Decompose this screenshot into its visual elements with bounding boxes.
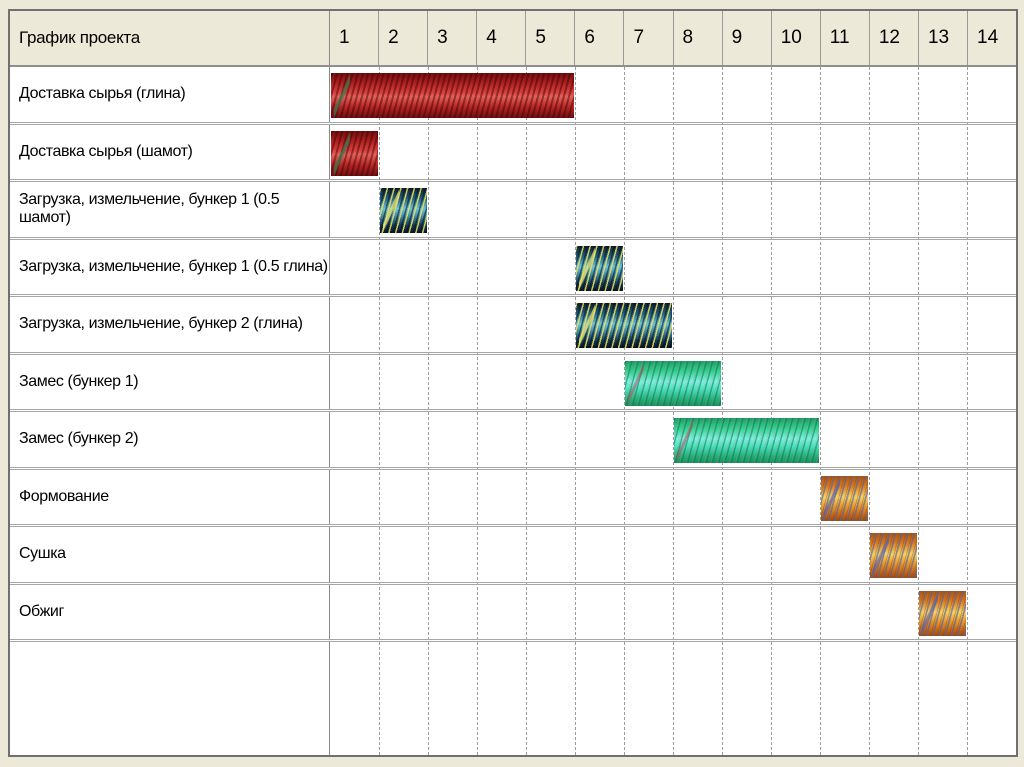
gantt-bar bbox=[331, 73, 574, 118]
task-label: Доставка сырья (шамот) bbox=[10, 124, 330, 179]
task-label: Замес (бункер 2) bbox=[10, 412, 330, 467]
task-label: Загрузка, измельчение, бункер 1 (0.5 шам… bbox=[10, 182, 330, 237]
task-label: Формование bbox=[10, 469, 330, 524]
gantt-bar bbox=[870, 533, 917, 578]
task-label: Обжиг bbox=[10, 584, 330, 639]
task-timeline bbox=[330, 470, 1016, 525]
task-label: Загрузка, измельчение, бункер 2 (глина) bbox=[10, 297, 330, 352]
empty-row bbox=[10, 642, 1016, 755]
task-timeline bbox=[330, 412, 1016, 467]
task-row: Замес (бункер 1) bbox=[10, 354, 1016, 412]
header-columns: 1 2 3 4 5 6 7 8 9 10 11 12 13 14 bbox=[330, 11, 1016, 65]
gantt-rows: Доставка сырья (глина) Доставка сырья (ша… bbox=[10, 67, 1016, 755]
gantt-bar bbox=[576, 245, 623, 291]
task-row: Загрузка, измельчение, бункер 1 (0.5 гли… bbox=[10, 239, 1016, 297]
header-col-8: 8 bbox=[672, 11, 722, 65]
empty-label-cell bbox=[10, 642, 330, 755]
gantt-header-row: График проекта 1 2 3 4 5 6 7 8 9 10 11 12 13 14 bbox=[10, 11, 1016, 67]
header-col-4: 4 bbox=[476, 11, 525, 65]
task-row: Загрузка, измельчение, бункер 1 (0.5 шам… bbox=[10, 182, 1016, 240]
gantt-bar bbox=[331, 130, 378, 176]
task-row: Загрузка, измельчение, бункер 2 (глина) bbox=[10, 297, 1016, 355]
task-label: Сушка bbox=[10, 527, 330, 582]
task-label: Загрузка, измельчение, бункер 1 (0.5 гли… bbox=[10, 239, 330, 294]
gantt-body: Доставка сырья (глина) Доставка сырья (ша… bbox=[10, 67, 1016, 755]
task-row: Сушка bbox=[10, 527, 1016, 585]
header-col-9: 9 bbox=[721, 11, 771, 65]
task-row: Формование bbox=[10, 469, 1016, 527]
gantt-bar bbox=[380, 188, 427, 233]
gantt-bar bbox=[919, 590, 966, 636]
task-row: Доставка сырья (глина) bbox=[10, 67, 1016, 125]
header-col-1: 1 bbox=[339, 27, 350, 48]
header-col-6: 6 bbox=[574, 11, 623, 65]
task-row: Обжиг bbox=[10, 584, 1016, 642]
task-timeline bbox=[330, 240, 1016, 295]
header-col-11: 11 bbox=[819, 11, 869, 65]
task-timeline bbox=[330, 585, 1016, 640]
gantt-bar bbox=[674, 418, 819, 463]
header-col-14: 14 bbox=[967, 11, 1016, 65]
task-label: Доставка сырья (глина) bbox=[10, 67, 330, 122]
task-timeline bbox=[330, 527, 1016, 582]
task-timeline bbox=[330, 67, 1016, 122]
header-col-10: 10 bbox=[770, 11, 820, 65]
gantt-bar bbox=[576, 303, 672, 348]
task-label: Замес (бункер 1) bbox=[10, 354, 330, 409]
header-col-12: 12 bbox=[868, 11, 918, 65]
gantt-chart-table: График проекта 1 2 3 4 5 6 7 8 9 10 11 12 13 14 Доста… bbox=[8, 9, 1018, 757]
gantt-bar bbox=[821, 475, 868, 521]
header-col-3: 3 bbox=[427, 11, 476, 65]
header-col-2: 2 bbox=[378, 11, 427, 65]
header-col-7: 7 bbox=[623, 11, 672, 65]
empty-timeline bbox=[330, 642, 1016, 755]
task-row: Доставка сырья (шамот) bbox=[10, 124, 1016, 182]
task-row: Замес (бункер 2) bbox=[10, 412, 1016, 470]
task-timeline bbox=[330, 297, 1016, 352]
header-col-13: 13 bbox=[917, 11, 967, 65]
task-timeline bbox=[330, 355, 1016, 410]
gantt-bar bbox=[625, 360, 721, 406]
chart-title: График проекта bbox=[10, 11, 330, 65]
task-timeline bbox=[330, 125, 1016, 180]
header-col-5: 5 bbox=[525, 11, 574, 65]
task-timeline bbox=[330, 182, 1016, 237]
